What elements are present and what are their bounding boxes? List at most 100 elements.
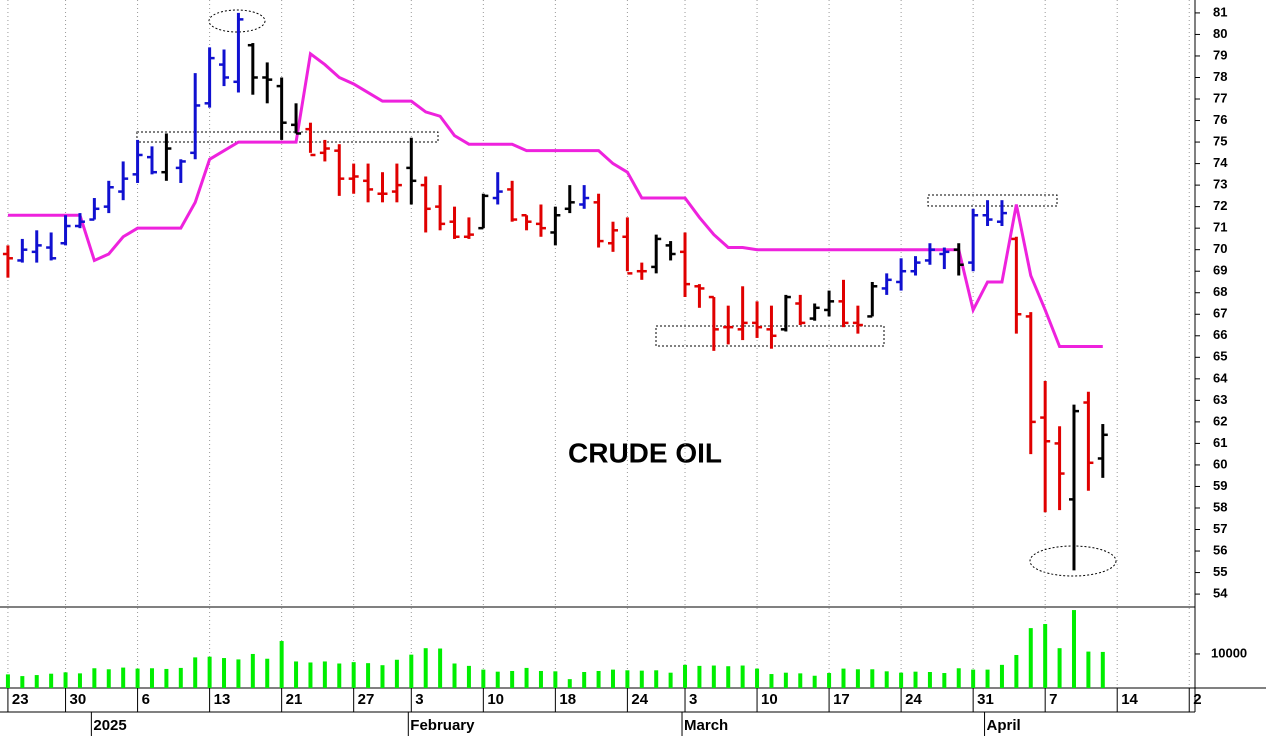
ohlc-bar [939, 247, 950, 270]
volume-bar [423, 648, 428, 688]
ohlc-bar [363, 163, 374, 203]
volume-bar [553, 671, 558, 688]
volume-bar [337, 663, 342, 688]
volume-bar [5, 674, 10, 688]
ohlc-bar [694, 284, 705, 308]
volume-bar [913, 671, 918, 688]
ohlc-bar [651, 234, 662, 274]
y-tick-label: 63 [1213, 392, 1227, 407]
y-tick-label: 56 [1213, 542, 1227, 557]
volume-bar [452, 663, 457, 688]
ohlc-bar [579, 185, 590, 209]
ohlc-bar [132, 139, 143, 183]
x-tick-label: 30 [70, 691, 87, 708]
y-tick-label: 74 [1213, 155, 1228, 170]
y-tick-label: 57 [1213, 521, 1227, 536]
volume-bar [985, 669, 990, 688]
ohlc-bar [622, 217, 633, 275]
ohlc-bar [175, 159, 186, 183]
volume-bar [524, 667, 529, 688]
ohlc-bar [766, 305, 777, 349]
ohlc-bar [838, 279, 849, 328]
stop-line [7, 51, 1103, 349]
volume-bar [538, 670, 543, 688]
volume-bar [178, 667, 183, 688]
volume-bar [567, 679, 572, 688]
volume-bar [322, 661, 327, 688]
ohlc-bar [708, 295, 719, 351]
ohlc-bar [17, 238, 28, 263]
ohlc-bar [60, 215, 71, 246]
ohlc-bar [161, 133, 172, 181]
box [927, 194, 1058, 207]
y-tick-label: 80 [1213, 26, 1227, 41]
ohlc-bar [247, 43, 258, 95]
volume-bar [1028, 628, 1033, 688]
volume-tick-label: 10000 [1211, 645, 1247, 660]
volume-bar [841, 668, 846, 688]
y-tick-label: 59 [1213, 478, 1227, 493]
volume-bar [1043, 624, 1048, 688]
month-label: February [410, 717, 475, 734]
ohlc-bar [896, 258, 907, 291]
volume-bar [697, 665, 702, 688]
volume-bar [1014, 654, 1019, 688]
volume-bar [236, 659, 241, 688]
y-tick-label: 79 [1213, 47, 1227, 62]
y-tick-label: 70 [1213, 241, 1227, 256]
x-tick-label: 7 [1049, 691, 1057, 708]
month-label: April [987, 717, 1021, 734]
volume-bar [956, 668, 961, 688]
volume-bar [582, 672, 587, 688]
y-tick-label: 54 [1213, 586, 1228, 601]
y-tick-label: 72 [1213, 198, 1227, 213]
ohlc-bar [924, 243, 935, 265]
y-tick-label: 69 [1213, 263, 1227, 278]
ohlc-bar [334, 144, 345, 196]
ohlc-bar [74, 213, 85, 229]
volume-bar [711, 665, 716, 688]
volume-bar [164, 668, 169, 688]
ohlc-bar [2, 245, 13, 278]
ohlc-bar [723, 305, 734, 345]
ohlc-bar [953, 243, 964, 276]
volume-bar [438, 648, 443, 688]
volume-bar [510, 670, 515, 688]
y-tick-label: 58 [1213, 499, 1227, 514]
volume-bar [1071, 610, 1076, 688]
ohlc-bar [190, 73, 201, 160]
ohlc-bar [391, 163, 402, 203]
volume-bar [783, 672, 788, 688]
y-tick-label: 77 [1213, 90, 1227, 105]
volume-bar [63, 672, 68, 688]
ohlc-bar [233, 12, 244, 93]
volume-bar [193, 657, 198, 688]
volume-bar [827, 673, 832, 688]
x-tick-label: 3 [415, 691, 423, 708]
ohlc-bar [593, 193, 604, 248]
x-tick-label: 17 [833, 691, 850, 708]
ohlc-bar [910, 256, 921, 276]
month-label: March [684, 717, 728, 734]
volume-bar [610, 669, 615, 688]
volume-bar [495, 671, 500, 688]
chart-title: CRUDE OIL [568, 437, 722, 468]
volume-bar [481, 669, 486, 688]
ohlc-bar [204, 47, 215, 108]
ohlc-bar [1040, 380, 1051, 513]
ohlc-bar [1011, 236, 1022, 334]
volume-bar [726, 666, 731, 688]
volume-bar [222, 658, 227, 688]
volume-bar [394, 659, 399, 688]
ohlc-bar [636, 262, 647, 280]
ohlc-bar [1097, 424, 1108, 478]
volume-bar [34, 675, 39, 688]
volume-bar [207, 656, 212, 688]
ohlc-bar [291, 103, 302, 135]
ohlc-bar [607, 221, 618, 252]
y-tick-label: 65 [1213, 349, 1227, 364]
volume-bar [49, 673, 54, 688]
ohlc-bar [852, 305, 863, 334]
y-tick-label: 66 [1213, 327, 1227, 342]
